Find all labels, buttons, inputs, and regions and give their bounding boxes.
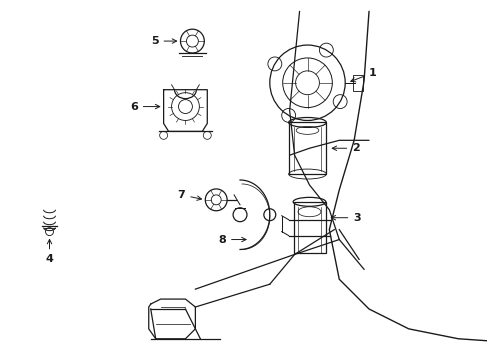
Text: 4: 4 xyxy=(45,239,53,264)
Text: 5: 5 xyxy=(151,36,176,46)
Text: 6: 6 xyxy=(130,102,160,112)
Text: 1: 1 xyxy=(350,68,376,82)
Bar xyxy=(293,202,325,253)
Text: 2: 2 xyxy=(331,143,359,153)
Text: 8: 8 xyxy=(218,234,245,244)
Text: 3: 3 xyxy=(330,213,360,223)
Text: 7: 7 xyxy=(177,190,201,200)
Bar xyxy=(288,122,325,174)
Bar xyxy=(352,75,362,91)
